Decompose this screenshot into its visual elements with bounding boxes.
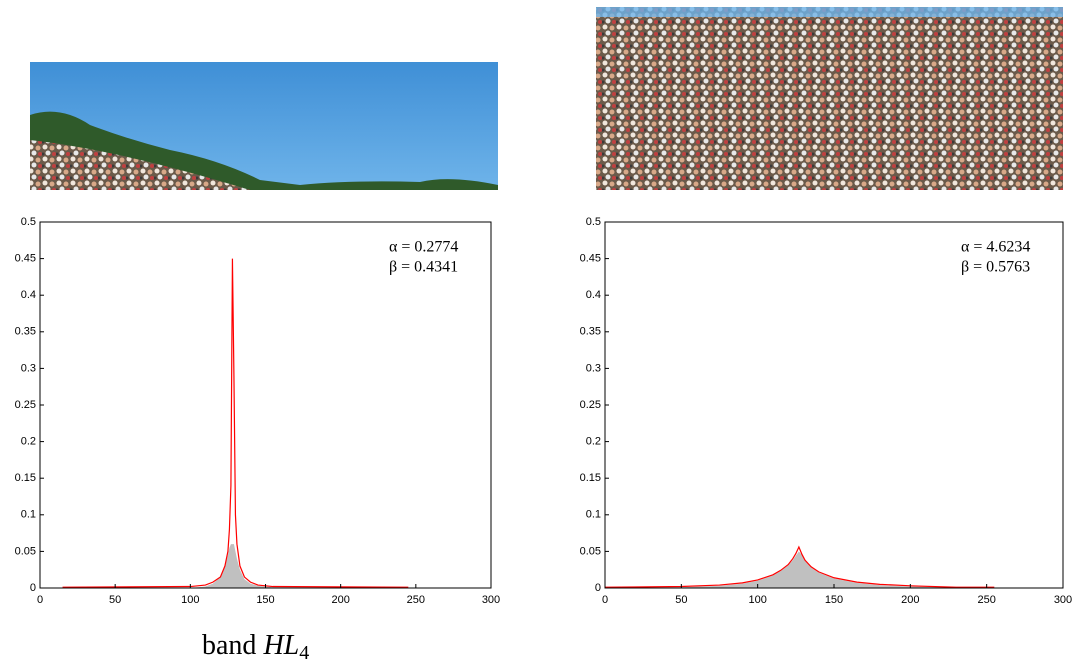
x-tick-label: 0 <box>37 594 43 606</box>
annotation: α = 0.2774 <box>389 239 458 256</box>
y-tick-label: 0.45 <box>580 253 601 265</box>
y-tick-label: 0.35 <box>580 326 601 338</box>
fit-line <box>62 258 409 588</box>
x-tick-label: 150 <box>256 594 274 606</box>
y-tick-label: 0.45 <box>15 253 36 265</box>
x-tick-label: 50 <box>109 594 121 606</box>
y-tick-label: 0.15 <box>580 472 601 484</box>
fit-line <box>604 545 995 588</box>
caption-subscript: 4 <box>299 642 309 662</box>
x-tick-label: 150 <box>825 594 843 606</box>
y-tick-label: 0.5 <box>21 216 36 228</box>
y-tick-label: 0.4 <box>21 289 36 301</box>
y-tick-label: 0.15 <box>15 472 36 484</box>
photo-right <box>596 7 1063 190</box>
y-tick-label: 0.3 <box>21 362 36 374</box>
x-tick-label: 50 <box>675 594 687 606</box>
plot-frame <box>39 221 492 589</box>
y-tick-label: 0.25 <box>15 399 36 411</box>
caption-text: band <box>202 630 256 661</box>
y-tick-label: 0 <box>30 582 36 594</box>
y-tick-label: 0.2 <box>21 436 36 448</box>
x-tick-label: 0 <box>602 594 608 606</box>
x-tick-label: 200 <box>331 594 349 606</box>
x-tick-label: 250 <box>407 594 425 606</box>
annotation: α = 4.6234 <box>961 239 1030 256</box>
y-tick-label: 0.05 <box>15 545 36 557</box>
photo-left <box>30 62 498 190</box>
histogram-area <box>62 544 409 588</box>
y-tick-label: 0.5 <box>586 216 601 228</box>
y-tick-label: 0.25 <box>580 399 601 411</box>
y-tick-label: 0 <box>595 582 601 594</box>
y-tick-label: 0.1 <box>21 509 36 521</box>
y-tick-label: 0.05 <box>580 545 601 557</box>
y-tick-label: 0.1 <box>586 509 601 521</box>
y-tick-label: 0.35 <box>15 326 36 338</box>
y-tick-label: 0.4 <box>586 289 601 301</box>
annotation: β = 0.5763 <box>961 259 1030 276</box>
y-tick-label: 0.3 <box>586 362 601 374</box>
x-tick-label: 200 <box>901 594 919 606</box>
x-tick-label: 300 <box>482 594 500 606</box>
x-tick-label: 300 <box>1054 594 1072 606</box>
x-tick-label: 100 <box>181 594 199 606</box>
plot-frame <box>604 221 1064 589</box>
caption: band HL4 <box>202 630 309 662</box>
histogram-area <box>605 551 995 588</box>
x-tick-label: 250 <box>977 594 995 606</box>
caption-symbol: HL <box>262 630 299 661</box>
x-tick-label: 100 <box>748 594 766 606</box>
annotation: β = 0.4341 <box>389 259 458 276</box>
y-tick-label: 0.2 <box>586 436 601 448</box>
